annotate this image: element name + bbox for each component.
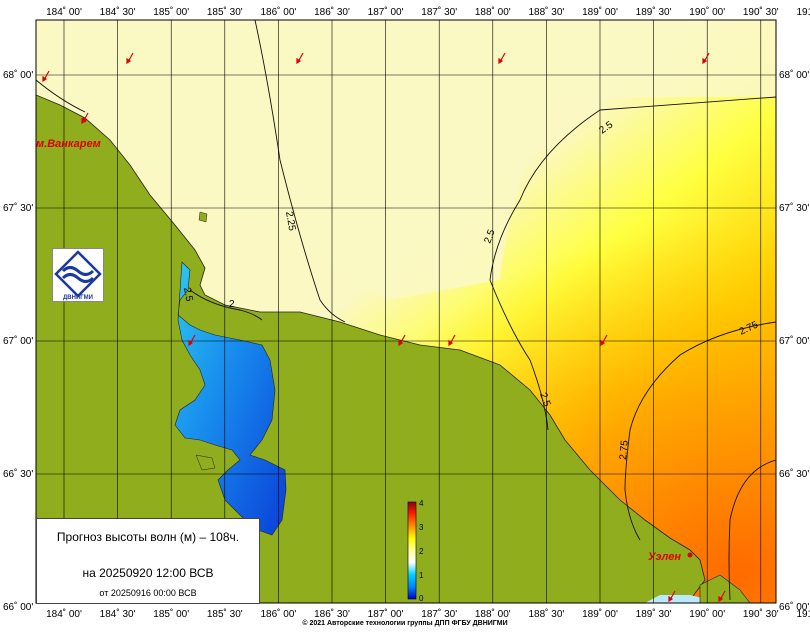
longitude-label: 184˚ 00' bbox=[46, 608, 82, 620]
longitude-label: 186˚ 00' bbox=[260, 608, 296, 620]
copyright-footer: © 2021 Авторские технологии группы ДПП Ф… bbox=[302, 620, 508, 627]
longitude-label: 189˚ 30' bbox=[636, 608, 672, 620]
wave-arrow-icon bbox=[398, 334, 406, 347]
contour-label: 2.5 bbox=[537, 391, 552, 408]
longitude-label: 187˚ 30' bbox=[421, 6, 457, 18]
longitude-label: 190˚ 00' bbox=[689, 6, 725, 18]
longitude-label: 189˚ 30' bbox=[636, 6, 672, 18]
colorbar-tick: 3 bbox=[419, 523, 424, 532]
contour-label: 2.25 bbox=[283, 211, 297, 233]
wave-arrow-icon bbox=[702, 52, 710, 65]
logo-text: ДВНИГМИ bbox=[63, 295, 93, 301]
wave-direction-arrows bbox=[42, 52, 726, 603]
contour-label: 2.5 bbox=[482, 228, 497, 245]
longitude-label: 185˚ 00' bbox=[153, 6, 189, 18]
latitude-label: 68˚ 00' bbox=[779, 69, 809, 81]
wave-logo-icon: ДВНИГМИ bbox=[54, 250, 102, 301]
longitude-label: 185˚ 00' bbox=[153, 608, 189, 620]
forecast-date: на 20250920 12:00 ВСВ bbox=[82, 566, 214, 580]
longitude-label: 189˚ 00' bbox=[582, 6, 618, 18]
longitude-label: 184˚ 30' bbox=[100, 6, 136, 18]
longitude-label: 187˚ 00' bbox=[368, 6, 404, 18]
wave-arrow-icon bbox=[718, 590, 726, 603]
colorbar-tick: 0 bbox=[419, 594, 424, 603]
wave-arrow-icon bbox=[498, 52, 506, 65]
latitude-label: 66˚ 30' bbox=[779, 468, 809, 480]
contour-label: 2.75 bbox=[618, 439, 631, 460]
contour-label: 2 bbox=[229, 299, 235, 310]
graticule bbox=[36, 20, 776, 603]
colorbar-tick: 1 bbox=[419, 571, 424, 580]
longitude-label: 184˚ 30' bbox=[100, 608, 136, 620]
latitude-label: 67˚ 00' bbox=[779, 335, 809, 347]
forecast-issued: от 20250916 00:00 ВСВ bbox=[99, 588, 197, 598]
latitude-label: 67˚ 30' bbox=[779, 202, 809, 214]
longitude-label: 188˚ 30' bbox=[528, 6, 564, 18]
longitude-label: 187˚ 30' bbox=[421, 608, 457, 620]
longitude-label: 186˚ 00' bbox=[260, 6, 296, 18]
longitude-label: 191˚ 00' bbox=[796, 608, 810, 620]
latitude-label: 66˚ 00' bbox=[3, 601, 33, 613]
dvnigmi-logo: ДВНИГМИ bbox=[52, 248, 104, 302]
longitude-label: 184˚ 00' bbox=[46, 6, 82, 18]
longitude-label: 191˚ 00' bbox=[796, 6, 810, 18]
wave-arrow-icon bbox=[668, 590, 676, 603]
longitude-label: 190˚ 00' bbox=[689, 608, 725, 620]
latitude-label: 66˚ 30' bbox=[3, 468, 33, 480]
land-chukotka bbox=[36, 94, 706, 603]
longitude-label: 188˚ 30' bbox=[528, 608, 564, 620]
latitude-label: 66˚ 00' bbox=[779, 601, 809, 613]
forecast-title: Прогноз высоты волн (м) – 108ч. bbox=[56, 530, 240, 544]
latitude-label: 68˚ 00' bbox=[3, 69, 33, 81]
contour-label: 2.5 bbox=[181, 287, 194, 303]
longitude-label: 185˚ 30' bbox=[207, 6, 243, 18]
longitude-label: 190˚ 30' bbox=[743, 6, 779, 18]
lagoon bbox=[174, 261, 287, 536]
longitude-label: 187˚ 00' bbox=[368, 608, 404, 620]
longitude-label: 186˚ 30' bbox=[314, 608, 350, 620]
map-frame bbox=[35, 19, 777, 604]
wave-arrow-icon bbox=[600, 334, 608, 347]
longitude-label: 188˚ 00' bbox=[475, 6, 511, 18]
longitude-label: 189˚ 00' bbox=[582, 608, 618, 620]
wave-arrow-icon bbox=[188, 334, 196, 347]
place-uelen: Уэлен bbox=[648, 551, 681, 563]
longitude-label: 188˚ 00' bbox=[475, 608, 511, 620]
longitude-label: 186˚ 30' bbox=[314, 6, 350, 18]
colorbar bbox=[407, 501, 417, 600]
forecast-info-box: Прогноз высоты волн (м) – 108ч. на 20250… bbox=[36, 518, 260, 604]
colorbar-tick: 2 bbox=[419, 547, 424, 556]
latitude-label: 67˚ 30' bbox=[3, 202, 33, 214]
wave-arrow-icon bbox=[126, 52, 134, 65]
latitude-label: 67˚ 00' bbox=[3, 335, 33, 347]
wave-arrow-icon bbox=[42, 70, 50, 83]
longitude-label: 190˚ 30' bbox=[743, 608, 779, 620]
wave-arrow-icon bbox=[81, 112, 89, 125]
wave-arrow-icon bbox=[448, 334, 456, 347]
wave-arrow-icon bbox=[296, 52, 304, 65]
longitude-label: 185˚ 30' bbox=[207, 608, 243, 620]
colorbar-tick: 4 bbox=[419, 499, 424, 508]
place-vankarem: м.Ванкарем bbox=[36, 138, 101, 150]
